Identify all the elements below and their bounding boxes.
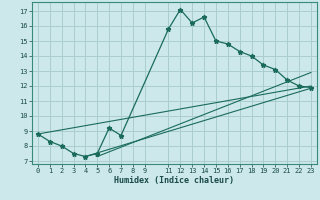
X-axis label: Humidex (Indice chaleur): Humidex (Indice chaleur) xyxy=(115,176,234,185)
